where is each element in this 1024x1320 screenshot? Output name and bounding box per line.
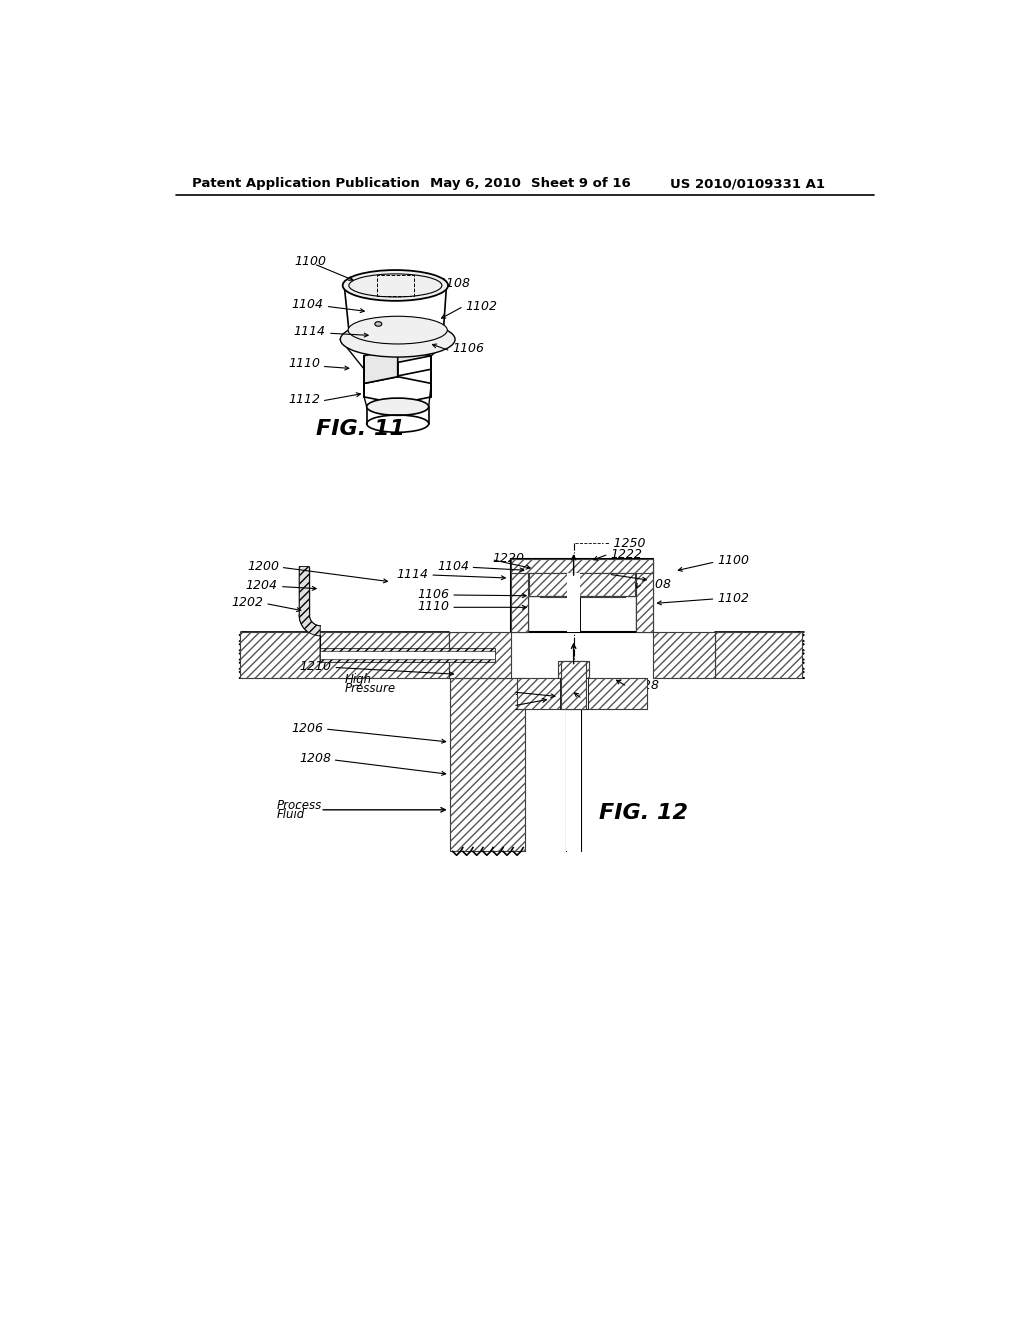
Ellipse shape — [367, 399, 429, 416]
Polygon shape — [299, 566, 321, 663]
Text: 1104: 1104 — [291, 298, 324, 312]
Ellipse shape — [343, 271, 449, 301]
Bar — [540, 595, 625, 598]
Text: FIG. 12: FIG. 12 — [599, 803, 688, 822]
Text: 1220: 1220 — [493, 552, 524, 565]
Bar — [240, 632, 449, 678]
Text: 1208: 1208 — [299, 752, 331, 766]
Bar — [529, 573, 635, 595]
Text: 1112: 1112 — [288, 393, 321, 407]
Bar — [567, 573, 580, 632]
Text: 1106: 1106 — [452, 342, 484, 355]
Text: 1226: 1226 — [515, 700, 547, 713]
Bar — [240, 632, 449, 678]
Text: 1210: 1210 — [299, 660, 331, 673]
Bar — [716, 632, 802, 678]
Bar — [517, 678, 647, 709]
Bar — [529, 573, 635, 595]
Bar — [566, 678, 582, 851]
Text: FIG. 11: FIG. 11 — [316, 420, 406, 440]
Text: 1112: 1112 — [514, 685, 546, 698]
Text: US 2010/0109331 A1: US 2010/0109331 A1 — [671, 177, 825, 190]
Text: 1110: 1110 — [418, 601, 450, 612]
Bar — [321, 651, 496, 659]
Text: 1204: 1204 — [246, 579, 278, 593]
Bar — [716, 632, 802, 678]
Text: 1110: 1110 — [288, 358, 321, 371]
Text: High: High — [345, 673, 372, 686]
Ellipse shape — [348, 317, 447, 345]
Bar — [377, 275, 414, 296]
Text: 1222: 1222 — [610, 548, 642, 561]
Text: 1108: 1108 — [640, 578, 672, 591]
Polygon shape — [365, 348, 431, 370]
Text: 1106: 1106 — [418, 587, 450, 601]
Text: 1230: 1230 — [584, 693, 615, 705]
Bar — [321, 648, 496, 663]
Text: 1102: 1102 — [465, 300, 497, 313]
Bar — [567, 661, 580, 678]
Text: 1100: 1100 — [717, 554, 749, 566]
Text: 1114: 1114 — [294, 325, 326, 338]
Bar — [450, 678, 524, 851]
Text: 1108: 1108 — [438, 277, 470, 290]
Text: 1202: 1202 — [231, 597, 263, 610]
Text: - 1250: - 1250 — [604, 537, 645, 550]
Text: 1200: 1200 — [247, 560, 280, 573]
Bar — [561, 661, 586, 709]
Text: Sheet 9 of 16: Sheet 9 of 16 — [531, 177, 631, 190]
Polygon shape — [365, 348, 397, 383]
Bar — [560, 678, 588, 709]
Text: 1206: 1206 — [291, 722, 324, 735]
Bar — [558, 661, 589, 678]
Bar — [540, 595, 625, 598]
Ellipse shape — [340, 322, 455, 358]
Bar — [558, 661, 589, 678]
Text: 1104: 1104 — [437, 560, 469, 573]
Text: 1228: 1228 — [628, 680, 659, 693]
Text: Patent Application Publication: Patent Application Publication — [191, 177, 419, 190]
Bar — [449, 632, 511, 678]
Bar — [653, 632, 716, 678]
Bar — [517, 678, 647, 709]
Bar — [511, 558, 653, 573]
Bar — [653, 632, 716, 678]
Bar — [449, 632, 511, 678]
Bar — [511, 558, 653, 573]
Bar — [561, 661, 586, 709]
Bar — [511, 558, 528, 632]
Bar — [636, 558, 653, 632]
Bar — [636, 558, 653, 632]
Text: Pressure: Pressure — [345, 682, 396, 696]
Text: 1102: 1102 — [717, 591, 749, 605]
Text: 1114: 1114 — [396, 568, 429, 581]
Bar — [511, 558, 528, 632]
Text: Process: Process — [276, 799, 323, 812]
Text: 1224: 1224 — [610, 568, 642, 581]
Text: 1100: 1100 — [295, 255, 327, 268]
Text: Fluid: Fluid — [276, 808, 305, 821]
Text: May 6, 2010: May 6, 2010 — [430, 177, 521, 190]
Ellipse shape — [375, 322, 382, 326]
Bar — [450, 678, 524, 851]
